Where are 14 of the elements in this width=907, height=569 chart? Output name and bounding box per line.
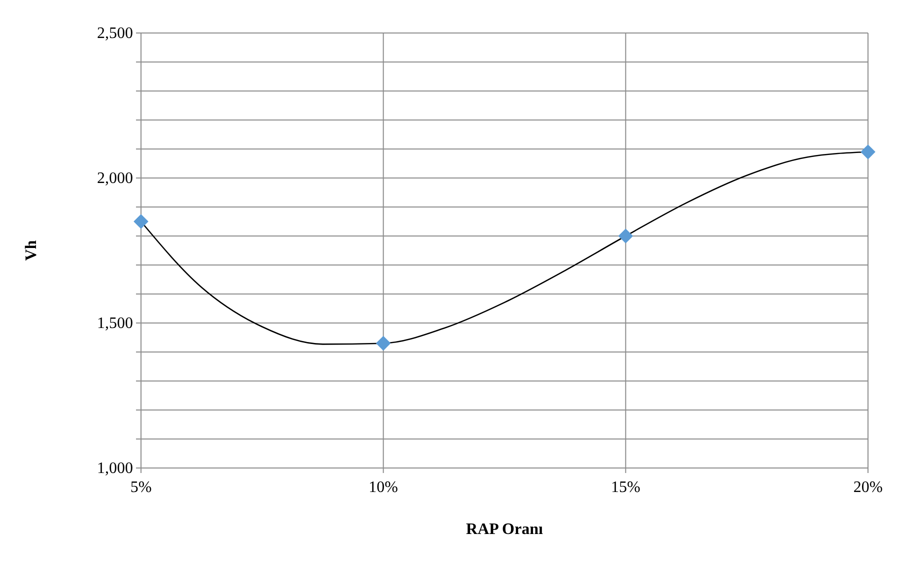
x-tick-label: 20% — [853, 479, 883, 496]
y-tick-label: 1,000 — [97, 460, 133, 478]
y-axis-title: Vh — [23, 240, 40, 261]
y-tick-label: 1,500 — [97, 315, 133, 332]
y-tick-label: 2,500 — [97, 25, 133, 42]
point — [376, 336, 391, 351]
x-axis-title: RAP Oranı — [466, 521, 544, 538]
y-tick-label: 2,000 — [97, 170, 133, 188]
point — [618, 228, 634, 244]
point — [860, 144, 876, 160]
x-tick-label: 5% — [130, 479, 152, 496]
point — [134, 214, 148, 229]
x-tick-label: 15% — [611, 479, 640, 496]
x-tick-label: 10% — [368, 479, 398, 496]
